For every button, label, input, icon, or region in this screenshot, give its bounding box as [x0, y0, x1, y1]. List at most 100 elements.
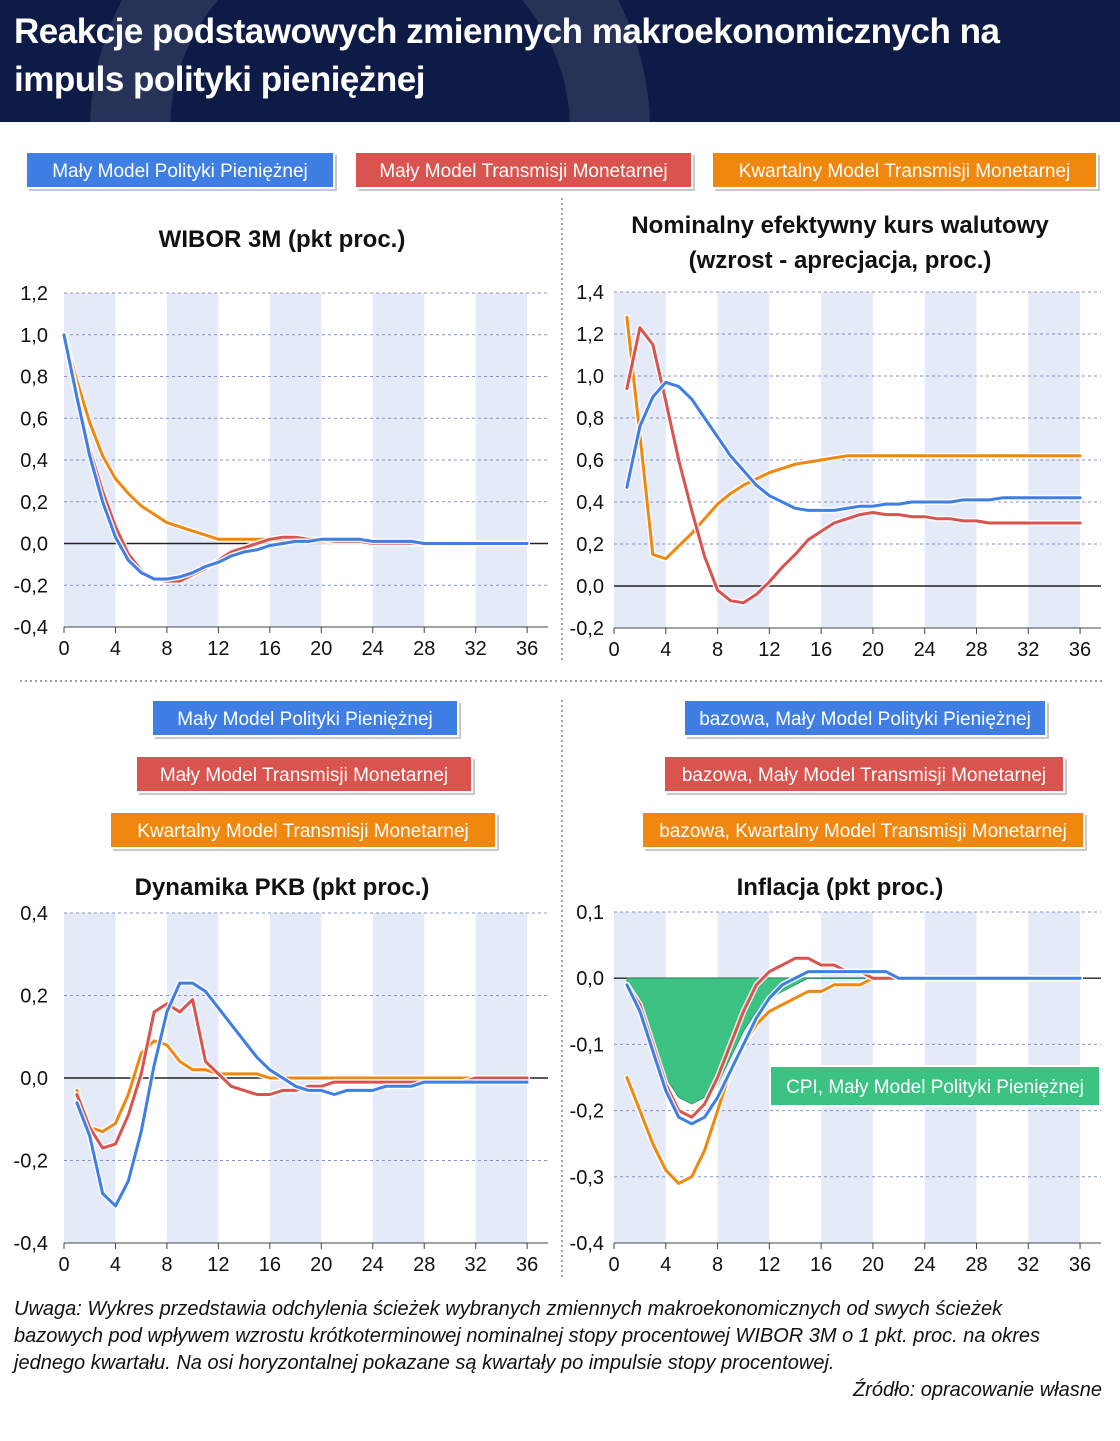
x-tick-label: 24: [362, 1254, 384, 1276]
y-tick-label: 0,8: [20, 367, 48, 389]
y-tick-label: 0,4: [20, 450, 48, 472]
y-tick-label: -0,2: [14, 575, 48, 597]
y-tick-label: 0,8: [576, 408, 604, 430]
x-tick-label: 12: [207, 638, 229, 660]
y-tick-label: 1,4: [576, 282, 604, 304]
y-tick-label: 0,6: [576, 450, 604, 472]
y-tick-label: 0,4: [576, 492, 604, 514]
x-tick-label: 24: [914, 639, 936, 661]
legend-label: Kwartalny Model Transmisji Monetarnej: [137, 821, 469, 842]
y-tick-label: -0,2: [570, 618, 604, 640]
chart-title: WIBOR 3M (pkt proc.): [159, 226, 406, 253]
x-tick-label: 8: [712, 1254, 723, 1276]
series-line-3: [625, 315, 1082, 561]
legend-inflation-item: bazowa, Mały Model Transmisji Monetarnej: [663, 755, 1067, 795]
x-tick-label: 0: [608, 1254, 619, 1276]
legend-label: Mały Model Polityki Pieniężnej: [177, 709, 433, 730]
x-tick-label: 16: [259, 638, 281, 660]
chart-band: [475, 293, 528, 627]
series-line-1: [625, 970, 1082, 1126]
y-tick-label: 0,2: [20, 986, 48, 1008]
x-tick-label: 0: [58, 638, 69, 660]
legend-gdp-item: Mały Model Polityki Pieniężnej: [151, 699, 461, 739]
x-tick-label: 36: [1069, 639, 1091, 661]
x-tick-label: 4: [110, 638, 121, 660]
chart-panel-2: -0,2 0,0 0,2 0,4 0,6 0,8 1,0 1,2 1,4 0 4 8 12 16 20 24 2…: [570, 212, 1101, 661]
x-tick-label: 36: [1069, 1254, 1091, 1276]
x-tick-label: 28: [413, 638, 435, 660]
legend-inflation-item: bazowa, Kwartalny Model Transmisji Monet…: [641, 811, 1087, 851]
legend-box: [151, 699, 459, 737]
footnote: Uwaga: Wykres przedstawia odchylenia ści…: [14, 1298, 1040, 1374]
x-tick-label: 8: [712, 639, 723, 661]
cpi-label: CPI, Mały Model Polityki Pieniężnej: [786, 1077, 1084, 1098]
source-note: Źródło: opracowanie własne: [852, 1379, 1102, 1401]
x-tick-label: 20: [862, 639, 884, 661]
chart-panel-3: -0,4 -0,2 0,0 0,2 0,4 0 4 8 12 16 20 24 28 32 36 Dynami…: [14, 874, 548, 1276]
y-tick-label: -0,1: [570, 1034, 604, 1056]
y-tick-label: 0,0: [576, 968, 604, 990]
y-tick-label: 1,0: [576, 366, 604, 388]
legend-label: bazowa, Mały Model Polityki Pieniężnej: [699, 709, 1031, 730]
legend-label: bazowa, Mały Model Transmisji Monetarnej: [682, 765, 1046, 786]
chart-band: [269, 293, 322, 627]
x-tick-label: 12: [758, 639, 780, 661]
legend-box: [135, 755, 473, 793]
x-tick-label: 12: [207, 1254, 229, 1276]
series-line-1: [75, 981, 529, 1208]
y-tick-label: -0,4: [570, 1233, 604, 1255]
y-tick-label: -0,4: [14, 1233, 48, 1255]
y-tick-label: -0,4: [14, 617, 48, 639]
chart-title: Inflacja (pkt proc.): [737, 874, 944, 901]
y-tick-label: 0,2: [20, 492, 48, 514]
legend-box: [711, 151, 1098, 189]
legend-top-item: Mały Model Transmisji Monetarnej: [354, 151, 695, 191]
legend-gdp-item: Mały Model Transmisji Monetarnej: [135, 755, 475, 795]
chart-title: Nominalny efektywny kurs walutowy: [631, 212, 1049, 239]
legend-inflation-item: bazowa, Mały Model Polityki Pieniężnej: [683, 699, 1049, 739]
y-tick-label: -0,2: [570, 1101, 604, 1123]
header-banner: Reakcje podstawowych zmiennych makroekon…: [0, 0, 1120, 122]
legend-gdp-item: Kwartalny Model Transmisji Monetarnej: [109, 811, 499, 851]
y-tick-label: -0,2: [14, 1151, 48, 1173]
y-tick-label: 0,6: [20, 408, 48, 430]
x-tick-label: 16: [259, 1254, 281, 1276]
y-tick-label: 0,0: [20, 534, 48, 556]
charts-figure: Mały Model Polityki Pieniężnej Mały Model…: [14, 151, 1105, 1280]
x-tick-label: 36: [516, 638, 538, 660]
y-tick-label: 1,2: [20, 283, 48, 305]
x-tick-label: 20: [310, 1254, 332, 1276]
legend-box: [354, 151, 693, 189]
x-tick-label: 24: [914, 1254, 936, 1276]
x-tick-label: 0: [608, 639, 619, 661]
x-tick-label: 4: [110, 1254, 121, 1276]
y-tick-label: 1,0: [20, 325, 48, 347]
legend-label: Kwartalny Model Transmisji Monetarnej: [739, 161, 1071, 182]
x-tick-label: 32: [1017, 639, 1039, 661]
legend-top-item: Kwartalny Model Transmisji Monetarnej: [711, 151, 1100, 191]
chart-band: [614, 912, 666, 1243]
legend-box: [25, 151, 335, 189]
series-line-3: [75, 1039, 529, 1134]
x-tick-label: 16: [810, 1254, 832, 1276]
cpi-label-box: [769, 1065, 1101, 1107]
x-tick-label: 8: [161, 638, 172, 660]
legend-box: [663, 755, 1065, 793]
y-tick-label: 0,0: [576, 576, 604, 598]
x-tick-label: 32: [465, 638, 487, 660]
legend-box: [109, 811, 497, 849]
x-tick-label: 28: [965, 639, 987, 661]
chart-panel-4: -0,4 -0,3 -0,2 -0,1 0,0 0,1 0 4 8 12 16 20 24 28 32 36 I…: [570, 874, 1101, 1276]
y-tick-label: 0,2: [576, 534, 604, 556]
x-tick-label: 16: [810, 639, 832, 661]
x-tick-label: 8: [161, 1254, 172, 1276]
page-title: Reakcje podstawowych zmiennych makroekon…: [14, 12, 1000, 99]
y-tick-label: 0,0: [20, 1068, 48, 1090]
x-tick-label: 36: [516, 1254, 538, 1276]
x-tick-label: 4: [660, 1254, 671, 1276]
x-tick-label: 28: [413, 1254, 435, 1276]
series-line-1: [625, 380, 1082, 512]
x-tick-label: 12: [758, 1254, 780, 1276]
x-tick-label: 32: [1017, 1254, 1039, 1276]
legend-label: Mały Model Transmisji Monetarnej: [160, 765, 448, 786]
